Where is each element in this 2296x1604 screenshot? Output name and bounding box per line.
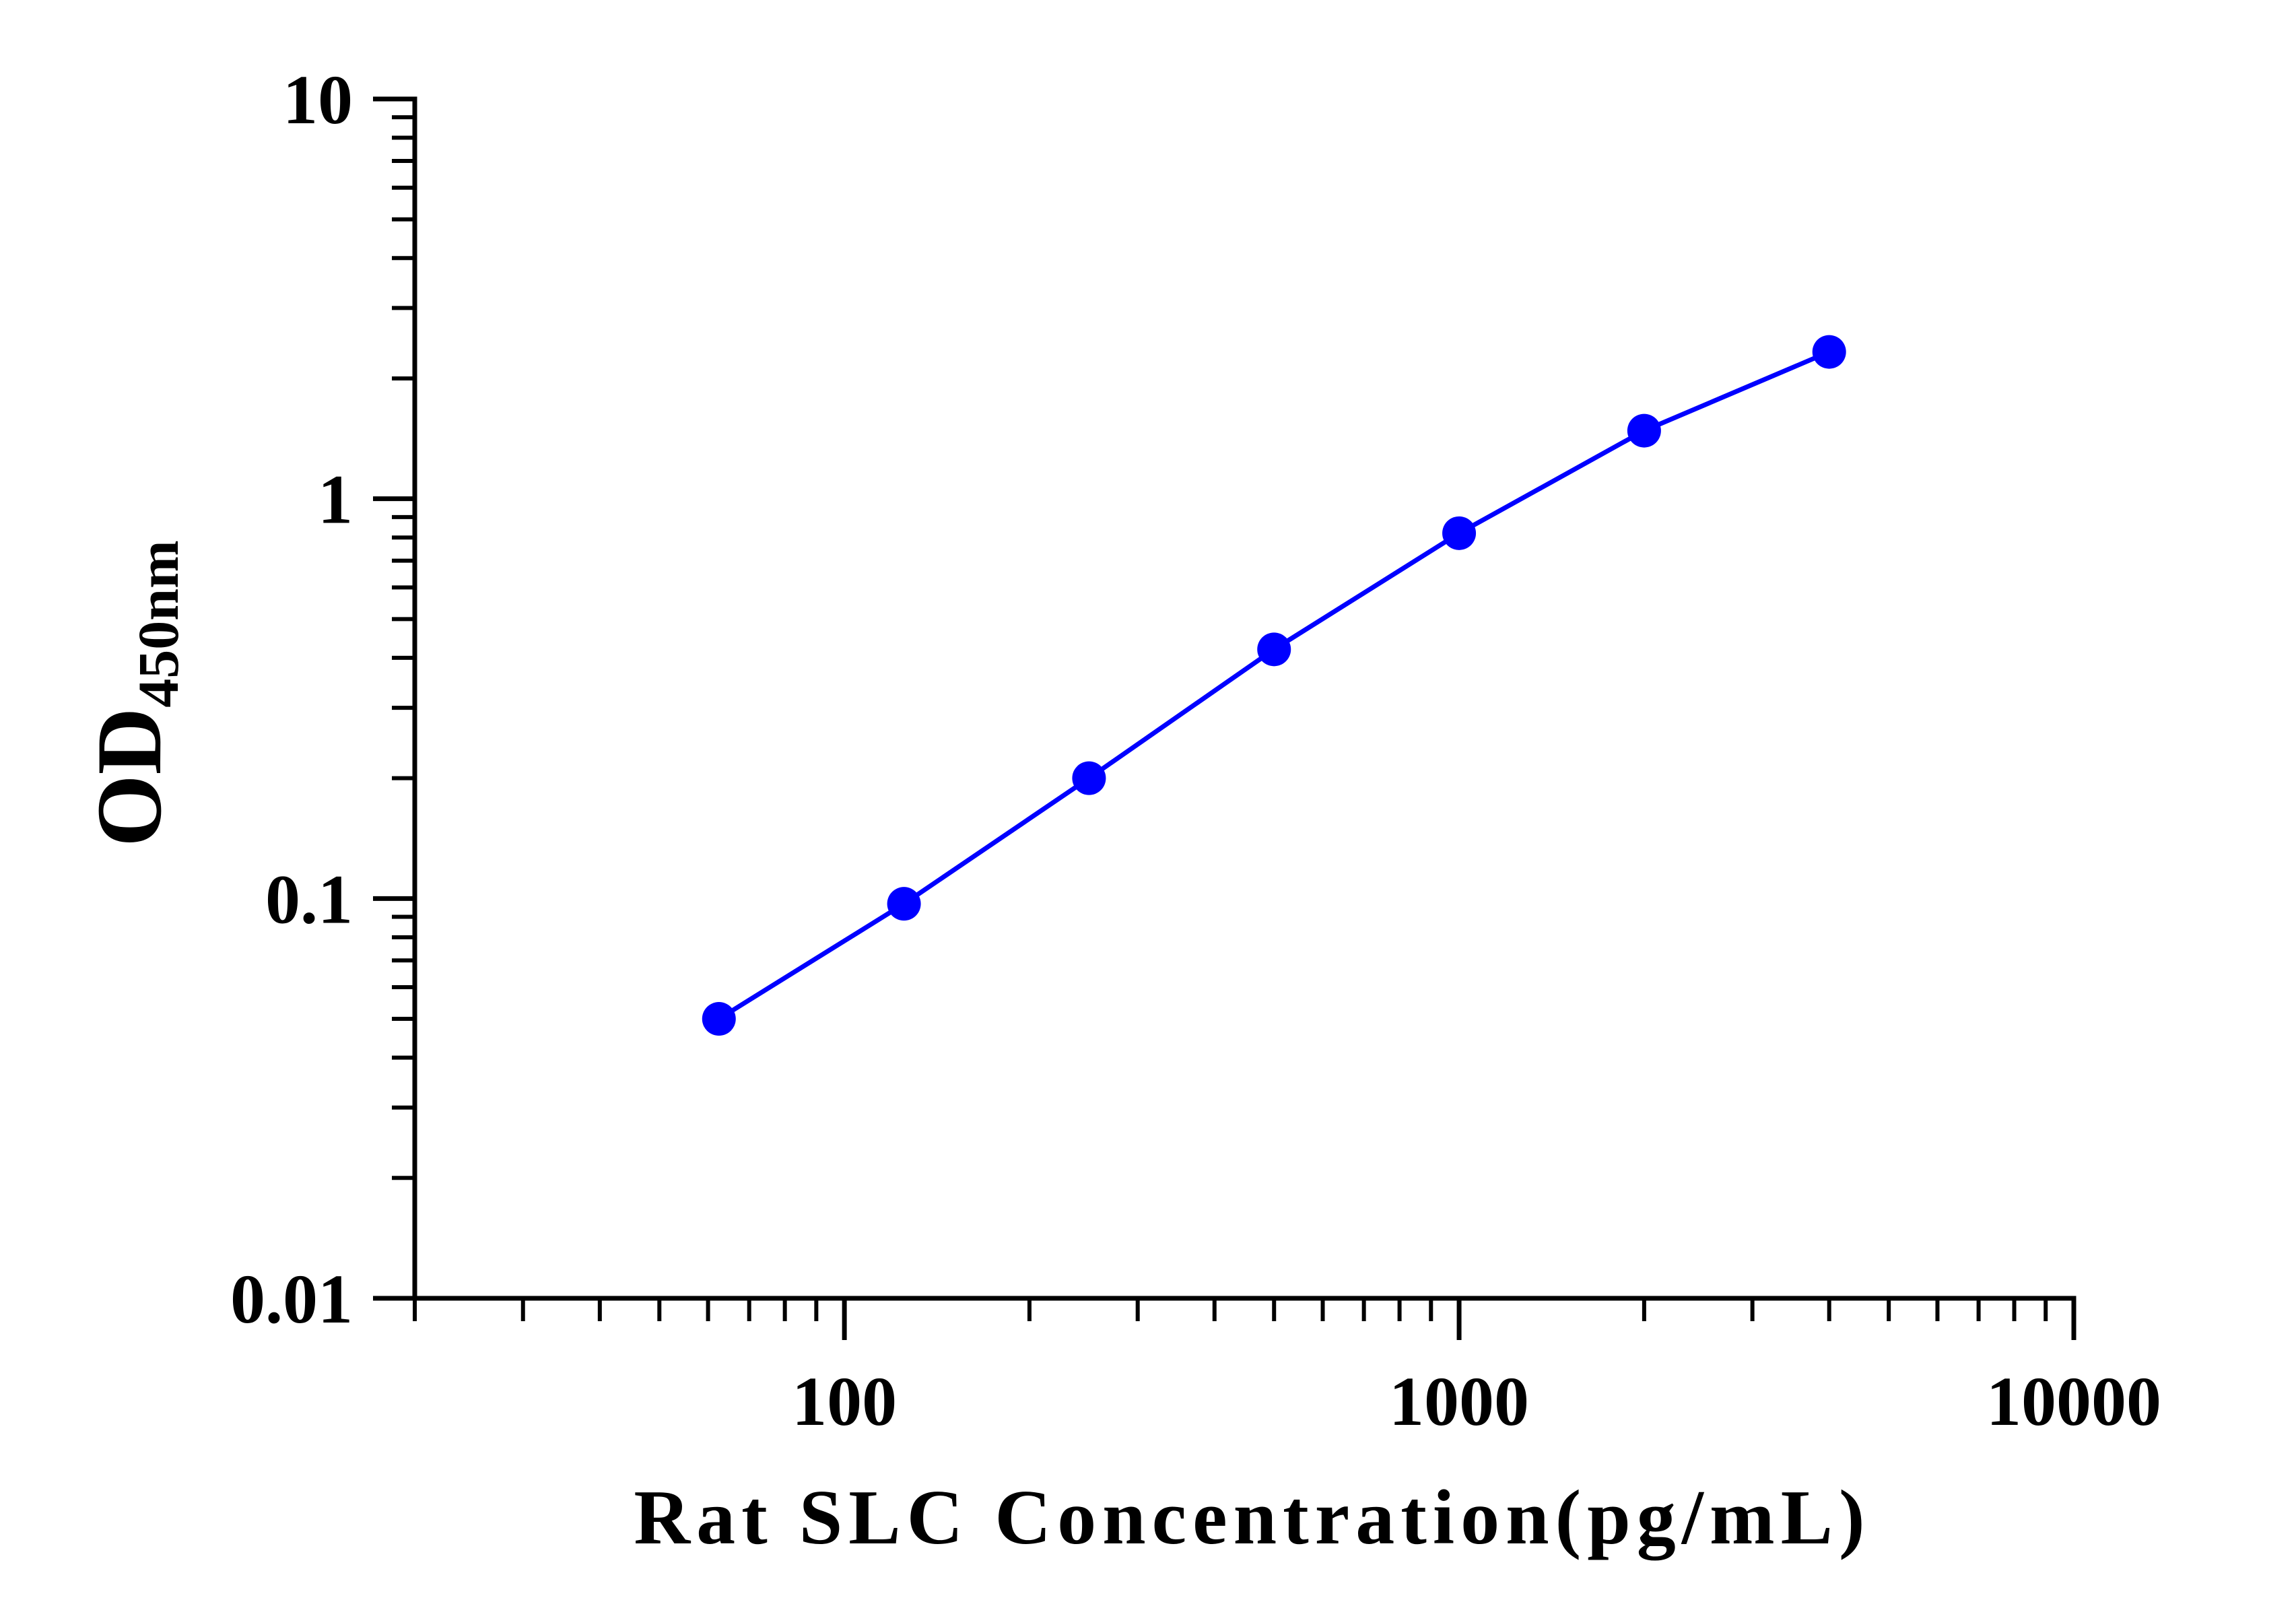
data-point [1072, 761, 1106, 795]
series-line [717, 349, 1831, 1022]
y-tick-label: 0.1 [265, 861, 353, 938]
data-point [1812, 335, 1846, 369]
data-point [702, 1002, 736, 1036]
x-tick-label: 1000 [1389, 1363, 1529, 1440]
axes [412, 96, 2076, 1301]
data-point [887, 887, 921, 921]
x-tick-label: 100 [792, 1363, 897, 1440]
tick-marks [373, 96, 2076, 1340]
x-tick-label: 10000 [1986, 1363, 2161, 1440]
data-point [1257, 632, 1291, 667]
data-point [1442, 516, 1477, 550]
y-axis-title-subscript: 450nm [126, 540, 191, 707]
y-tick-label: 1 [318, 461, 353, 539]
y-tick-label: 10 [283, 61, 353, 139]
series-layer [702, 335, 1846, 1036]
x-axis-title: Rat SLC Concentration(pg/mL) [634, 1475, 1870, 1561]
y-tick-label: 0.01 [230, 1261, 353, 1338]
y-axis-title-main: OD [77, 708, 180, 847]
tick-labels: 0.01 0.1 1 10 100 1000 10000 [230, 61, 2161, 1440]
data-point [1627, 413, 1661, 448]
y-axis-title: OD450nm [77, 540, 191, 846]
